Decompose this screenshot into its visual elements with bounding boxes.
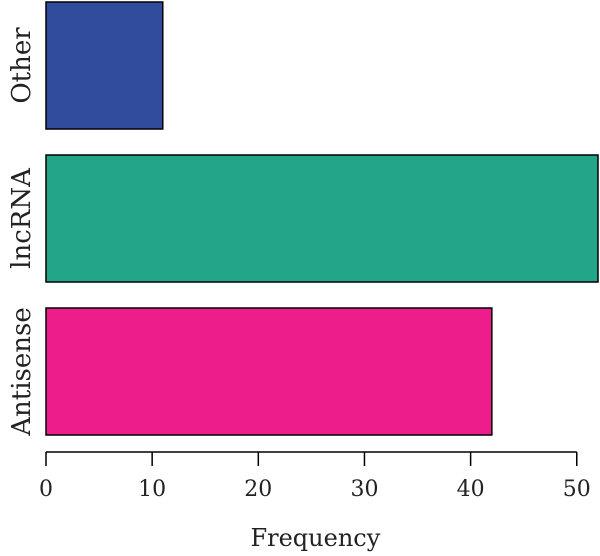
bar-other [45,1,164,130]
category-label-lncrna: lncRNA [7,167,37,269]
x-tick-label-30: 30 [350,477,378,502]
x-axis-ticks: 0 10 20 30 40 50 [39,452,591,502]
bars-group [45,1,599,436]
x-tick-label-10: 10 [138,477,166,502]
category-label-other: Other [7,27,37,104]
x-tick-label-0: 0 [39,477,53,502]
bar-antisense [45,307,493,436]
x-tick-label-40: 40 [457,477,485,502]
x-tick-label-20: 20 [244,477,272,502]
x-tick-label-50: 50 [563,477,591,502]
x-axis: 0 10 20 30 40 50 [39,451,591,502]
category-labels-group: Antisense lncRNA Other [7,27,37,437]
bar-lncrna [45,154,599,283]
category-label-antisense: Antisense [7,307,37,437]
x-axis-title: Frequency [250,524,380,552]
